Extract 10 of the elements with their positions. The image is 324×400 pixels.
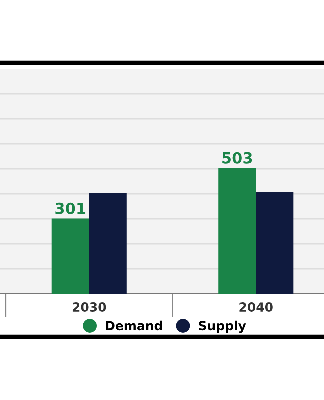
x-tick-label: 2040 xyxy=(240,302,273,312)
legend-label: Supply xyxy=(199,320,246,334)
bar xyxy=(89,193,127,294)
data-label: 301 xyxy=(56,202,86,214)
bar xyxy=(52,218,90,294)
legend-label: Demand xyxy=(106,320,162,331)
bar xyxy=(256,192,294,294)
x-tick-label: 2030 xyxy=(72,302,106,312)
data-label: 503 xyxy=(222,152,252,164)
bar xyxy=(218,168,256,294)
